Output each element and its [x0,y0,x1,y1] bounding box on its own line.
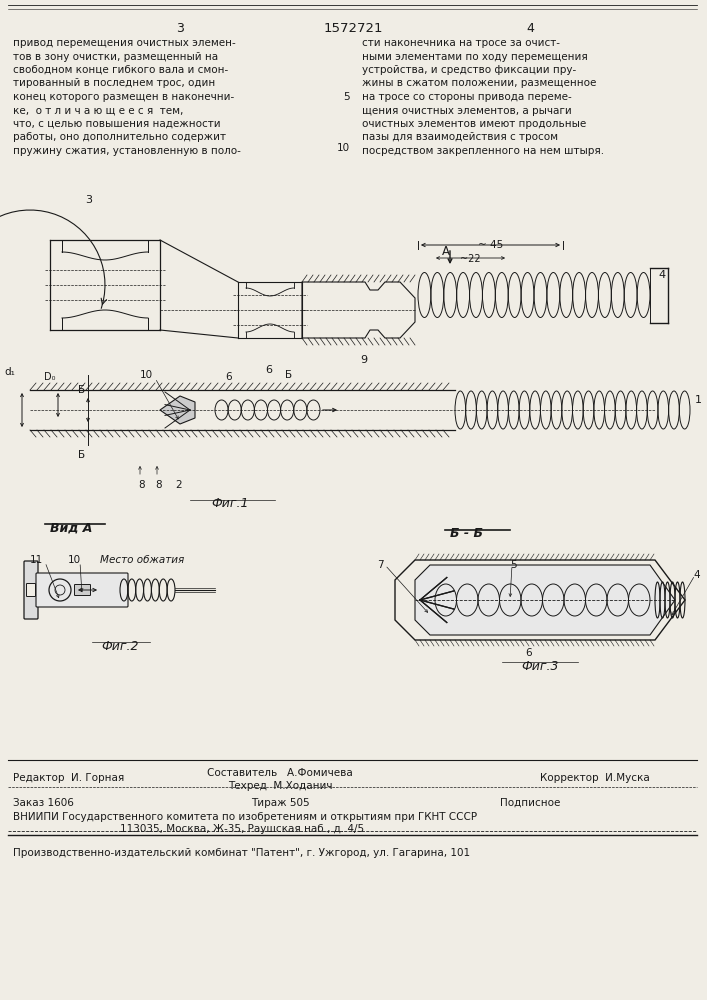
Text: ке,  о т л и ч а ю щ е е с я  тем,: ке, о т л и ч а ю щ е е с я тем, [13,105,183,115]
Text: 1: 1 [695,395,702,405]
Text: Вид А: Вид А [50,522,93,535]
Text: 8: 8 [138,480,145,490]
Text: посредством закрепленного на нем штыря.: посредством закрепленного на нем штыря. [362,146,604,156]
Text: тов в зону очистки, размещенный на: тов в зону очистки, размещенный на [13,51,218,62]
Text: Подписное: Подписное [500,798,561,808]
Text: ными элементами по ходу перемещения: ными элементами по ходу перемещения [362,51,588,62]
Text: 11: 11 [30,555,43,565]
Text: 6: 6 [225,372,232,382]
FancyBboxPatch shape [74,584,90,595]
Text: конец которого размещен в наконечни-: конец которого размещен в наконечни- [13,92,234,102]
Polygon shape [415,565,675,635]
Text: 8: 8 [155,480,162,490]
Text: 3: 3 [85,195,92,205]
Text: пазы для взаимодействия с тросом: пазы для взаимодействия с тросом [362,132,558,142]
Text: 6: 6 [265,365,272,375]
Text: 10: 10 [337,143,350,153]
Text: тированный в последнем трос, один: тированный в последнем трос, один [13,79,215,89]
Text: ВНИИПИ Государственного комитета по изобретениям и открытиям при ГКНТ СССР: ВНИИПИ Государственного комитета по изоб… [13,812,477,822]
FancyBboxPatch shape [26,584,35,596]
Text: 4: 4 [693,570,700,580]
Text: пружину сжатия, установленную в поло-: пружину сжатия, установленную в поло- [13,146,241,156]
Text: свободном конце гибкого вала и смон-: свободном конце гибкого вала и смон- [13,65,228,75]
Text: Фиг.2: Фиг.2 [101,640,139,653]
Text: 5: 5 [344,92,350,102]
Text: 4: 4 [658,270,665,280]
Text: d₁: d₁ [4,367,16,377]
Text: 7: 7 [377,560,384,570]
Text: Редактор  И. Горная: Редактор И. Горная [13,773,124,783]
Polygon shape [160,396,195,424]
Text: устройства, и средство фиксации пру-: устройства, и средство фиксации пру- [362,65,576,75]
Text: что, с целью повышения надежности: что, с целью повышения надежности [13,119,221,129]
Text: Заказ 1606: Заказ 1606 [13,798,74,808]
Text: 2: 2 [175,480,182,490]
Text: 4: 4 [526,22,534,35]
FancyBboxPatch shape [36,573,128,607]
Text: D₀: D₀ [45,372,56,382]
Text: щения очистных элементов, а рычаги: щения очистных элементов, а рычаги [362,105,572,115]
Text: сти наконечника на тросе за очист-: сти наконечника на тросе за очист- [362,38,560,48]
Text: очистных элементов имеют продольные: очистных элементов имеют продольные [362,119,586,129]
Text: Б: Б [78,385,85,395]
Text: 5: 5 [510,560,517,570]
Text: 1572721: 1572721 [323,22,382,35]
Text: Составитель   А.Фомичева: Составитель А.Фомичева [207,768,353,778]
Text: А: А [442,245,450,258]
Text: на тросе со стороны привода переме-: на тросе со стороны привода переме- [362,92,572,102]
Text: 9: 9 [360,355,367,365]
Text: 10: 10 [140,370,153,380]
Text: 3: 3 [176,22,184,35]
Text: Б: Б [78,450,85,460]
Text: 10: 10 [68,555,81,565]
Text: жины в сжатом положении, размещенное: жины в сжатом положении, размещенное [362,79,597,89]
Text: Техред  М.Ходанич: Техред М.Ходанич [228,781,332,791]
Text: Производственно-издательский комбинат "Патент", г. Ужгород, ул. Гагарина, 101: Производственно-издательский комбинат "П… [13,848,470,858]
Text: работы, оно дополнительно содержит: работы, оно дополнительно содержит [13,132,226,142]
Text: Б: Б [285,370,292,380]
Text: Фиг.1: Фиг.1 [211,497,249,510]
Text: Б - Б: Б - Б [450,527,483,540]
Text: 113035, Москва, Ж-35, Раушская наб., д. 4/5: 113035, Москва, Ж-35, Раушская наб., д. … [120,824,364,834]
Text: ~22: ~22 [460,254,481,264]
Text: Место обжатия: Место обжатия [100,555,185,565]
Text: привод перемещения очистных элемен-: привод перемещения очистных элемен- [13,38,235,48]
Text: 6: 6 [525,648,532,658]
Text: Тираж 505: Тираж 505 [251,798,309,808]
Text: Корректор  И.Муска: Корректор И.Муска [540,773,650,783]
FancyBboxPatch shape [24,561,38,619]
Text: ~ 45: ~ 45 [478,240,503,250]
Text: Фиг.3: Фиг.3 [521,660,559,673]
